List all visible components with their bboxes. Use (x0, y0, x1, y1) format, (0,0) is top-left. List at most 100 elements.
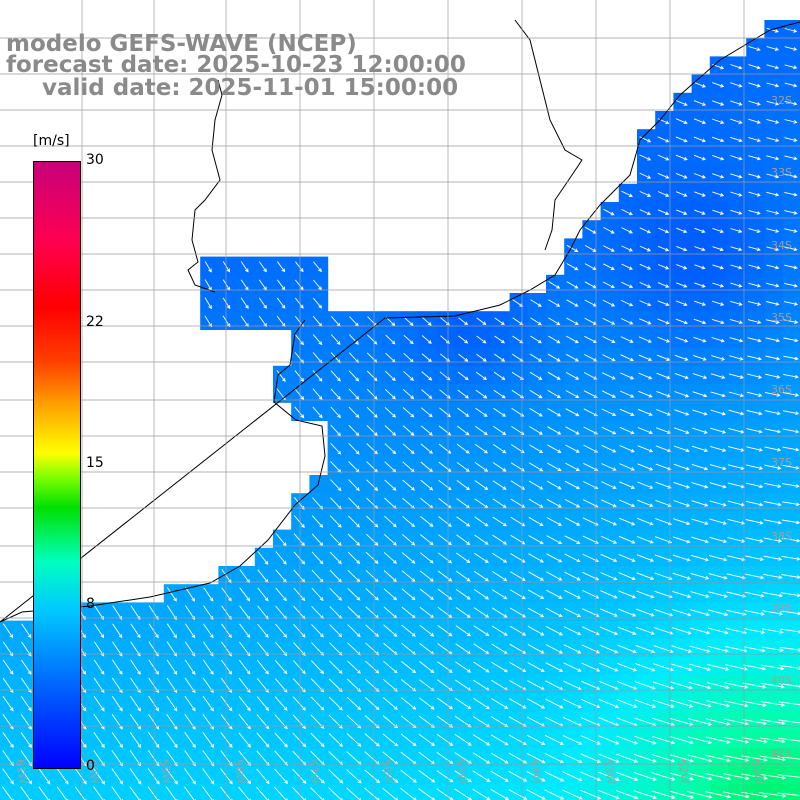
wind-speed-cell (582, 693, 602, 713)
wind-vector-arrow (202, 713, 215, 730)
wind-vector-arrow (401, 570, 416, 582)
wind-vector-arrow (384, 479, 397, 491)
wind-vector-arrow (764, 410, 781, 416)
wind-vector-arrow (730, 100, 743, 106)
wind-vector-arrow (675, 318, 688, 325)
wind-speed-cell (582, 766, 602, 785)
wind-speed-cell (746, 111, 765, 130)
wind-speed-cell (782, 92, 800, 112)
wind-speed-cell (382, 311, 401, 330)
wind-speed-cell (418, 438, 438, 458)
wind-vector-arrow (690, 609, 710, 617)
wind-speed-cell (254, 311, 274, 330)
wind-vector-arrow (364, 787, 380, 800)
wind-vector-arrow (766, 210, 780, 215)
wind-speed-cell (527, 293, 547, 312)
wind-vector-arrow (545, 607, 563, 618)
wind-speed-cell (91, 620, 110, 640)
wind-speed-cell (564, 420, 583, 440)
wind-vector-arrow (382, 769, 399, 783)
wind-speed-cell (582, 675, 602, 694)
wind-vector-arrow (547, 444, 562, 453)
wind-speed-cell (782, 638, 800, 658)
longitude-label: 61W (13, 758, 30, 785)
wind-speed-cell (418, 638, 438, 658)
wind-speed-cell (127, 657, 147, 676)
wind-speed-cell (382, 675, 401, 694)
wind-speed-cell (309, 729, 329, 749)
wind-vector-arrow (328, 660, 343, 674)
wind-speed-cell (782, 129, 800, 148)
wind-speed-cell (782, 202, 800, 221)
wind-speed-cell (400, 638, 420, 658)
wind-speed-cell (436, 675, 456, 694)
wind-vector-arrow (492, 462, 507, 472)
wind-speed-cell (473, 384, 492, 403)
wind-vector-arrow (529, 408, 543, 417)
wind-speed-cell (582, 584, 602, 603)
wind-speed-cell (582, 256, 602, 276)
wind-vector-arrow (472, 716, 491, 728)
wind-speed-cell (691, 493, 711, 512)
wind-vector-arrow (694, 191, 706, 197)
wind-speed-cell (418, 784, 438, 800)
wind-speed-cell (782, 493, 800, 512)
wind-speed-cell (709, 111, 729, 130)
wind-speed-cell (254, 547, 274, 567)
wind-vector-arrow (711, 118, 725, 124)
wind-vector-arrow (621, 263, 633, 270)
wind-vector-arrow (657, 227, 670, 234)
wind-speed-cell (691, 74, 711, 94)
wind-speed-cell (637, 402, 656, 421)
wind-speed-cell (564, 311, 583, 330)
wind-vector-arrow (491, 589, 508, 600)
wind-speed-cell (600, 311, 620, 330)
wind-speed-cell (455, 420, 474, 440)
wind-vector-arrow (657, 118, 670, 125)
wind-speed-cell (491, 638, 511, 658)
wind-vector-arrow (292, 768, 307, 784)
wind-speed-cell (345, 365, 365, 385)
wind-vector-arrow (687, 718, 712, 726)
wind-vector-arrow (548, 317, 561, 325)
wind-vector-arrow (492, 571, 508, 582)
wind-vector-arrow (673, 500, 691, 507)
wind-vector-arrow (274, 660, 288, 675)
wind-speed-cell (655, 165, 674, 185)
wind-vector-arrow (638, 372, 653, 380)
wind-vector-arrow (366, 424, 378, 437)
wind-speed-cell (455, 529, 474, 549)
wind-vector-arrow (634, 681, 656, 690)
wind-vector-arrow (675, 172, 688, 179)
wind-speed-cell (527, 475, 547, 494)
wind-vector-arrow (564, 535, 581, 544)
wind-vector-arrow (274, 732, 288, 748)
wind-speed-cell (673, 729, 693, 749)
wind-speed-cell (436, 402, 456, 421)
wind-vector-arrow (527, 589, 545, 599)
wind-speed-cell (327, 784, 347, 800)
wind-vector-arrow (653, 627, 674, 635)
wind-speed-cell (709, 220, 729, 239)
wind-vector-arrow (748, 209, 761, 215)
wind-vector-arrow (671, 627, 692, 635)
wind-speed-cell (728, 365, 747, 385)
wind-speed-cell (382, 384, 401, 403)
wind-speed-cell (637, 711, 656, 731)
wind-speed-cell (509, 529, 529, 549)
wind-speed-cell (782, 657, 800, 676)
wind-vector-arrow (712, 209, 725, 215)
wind-speed-cell (364, 384, 383, 403)
wind-vector-arrow (312, 370, 323, 382)
wind-speed-cell (746, 347, 765, 367)
wind-speed-cell (182, 675, 201, 694)
wind-vector-arrow (275, 623, 288, 638)
wind-vector-arrow (693, 81, 706, 88)
wind-speed-cell (637, 147, 656, 167)
wind-vector-arrow (565, 390, 580, 398)
wind-vector-arrow (474, 443, 489, 454)
wind-speed-cell (254, 711, 274, 731)
wind-vector-arrow (382, 697, 398, 710)
wind-speed-cell (746, 456, 765, 476)
wind-vector-arrow (166, 695, 178, 712)
